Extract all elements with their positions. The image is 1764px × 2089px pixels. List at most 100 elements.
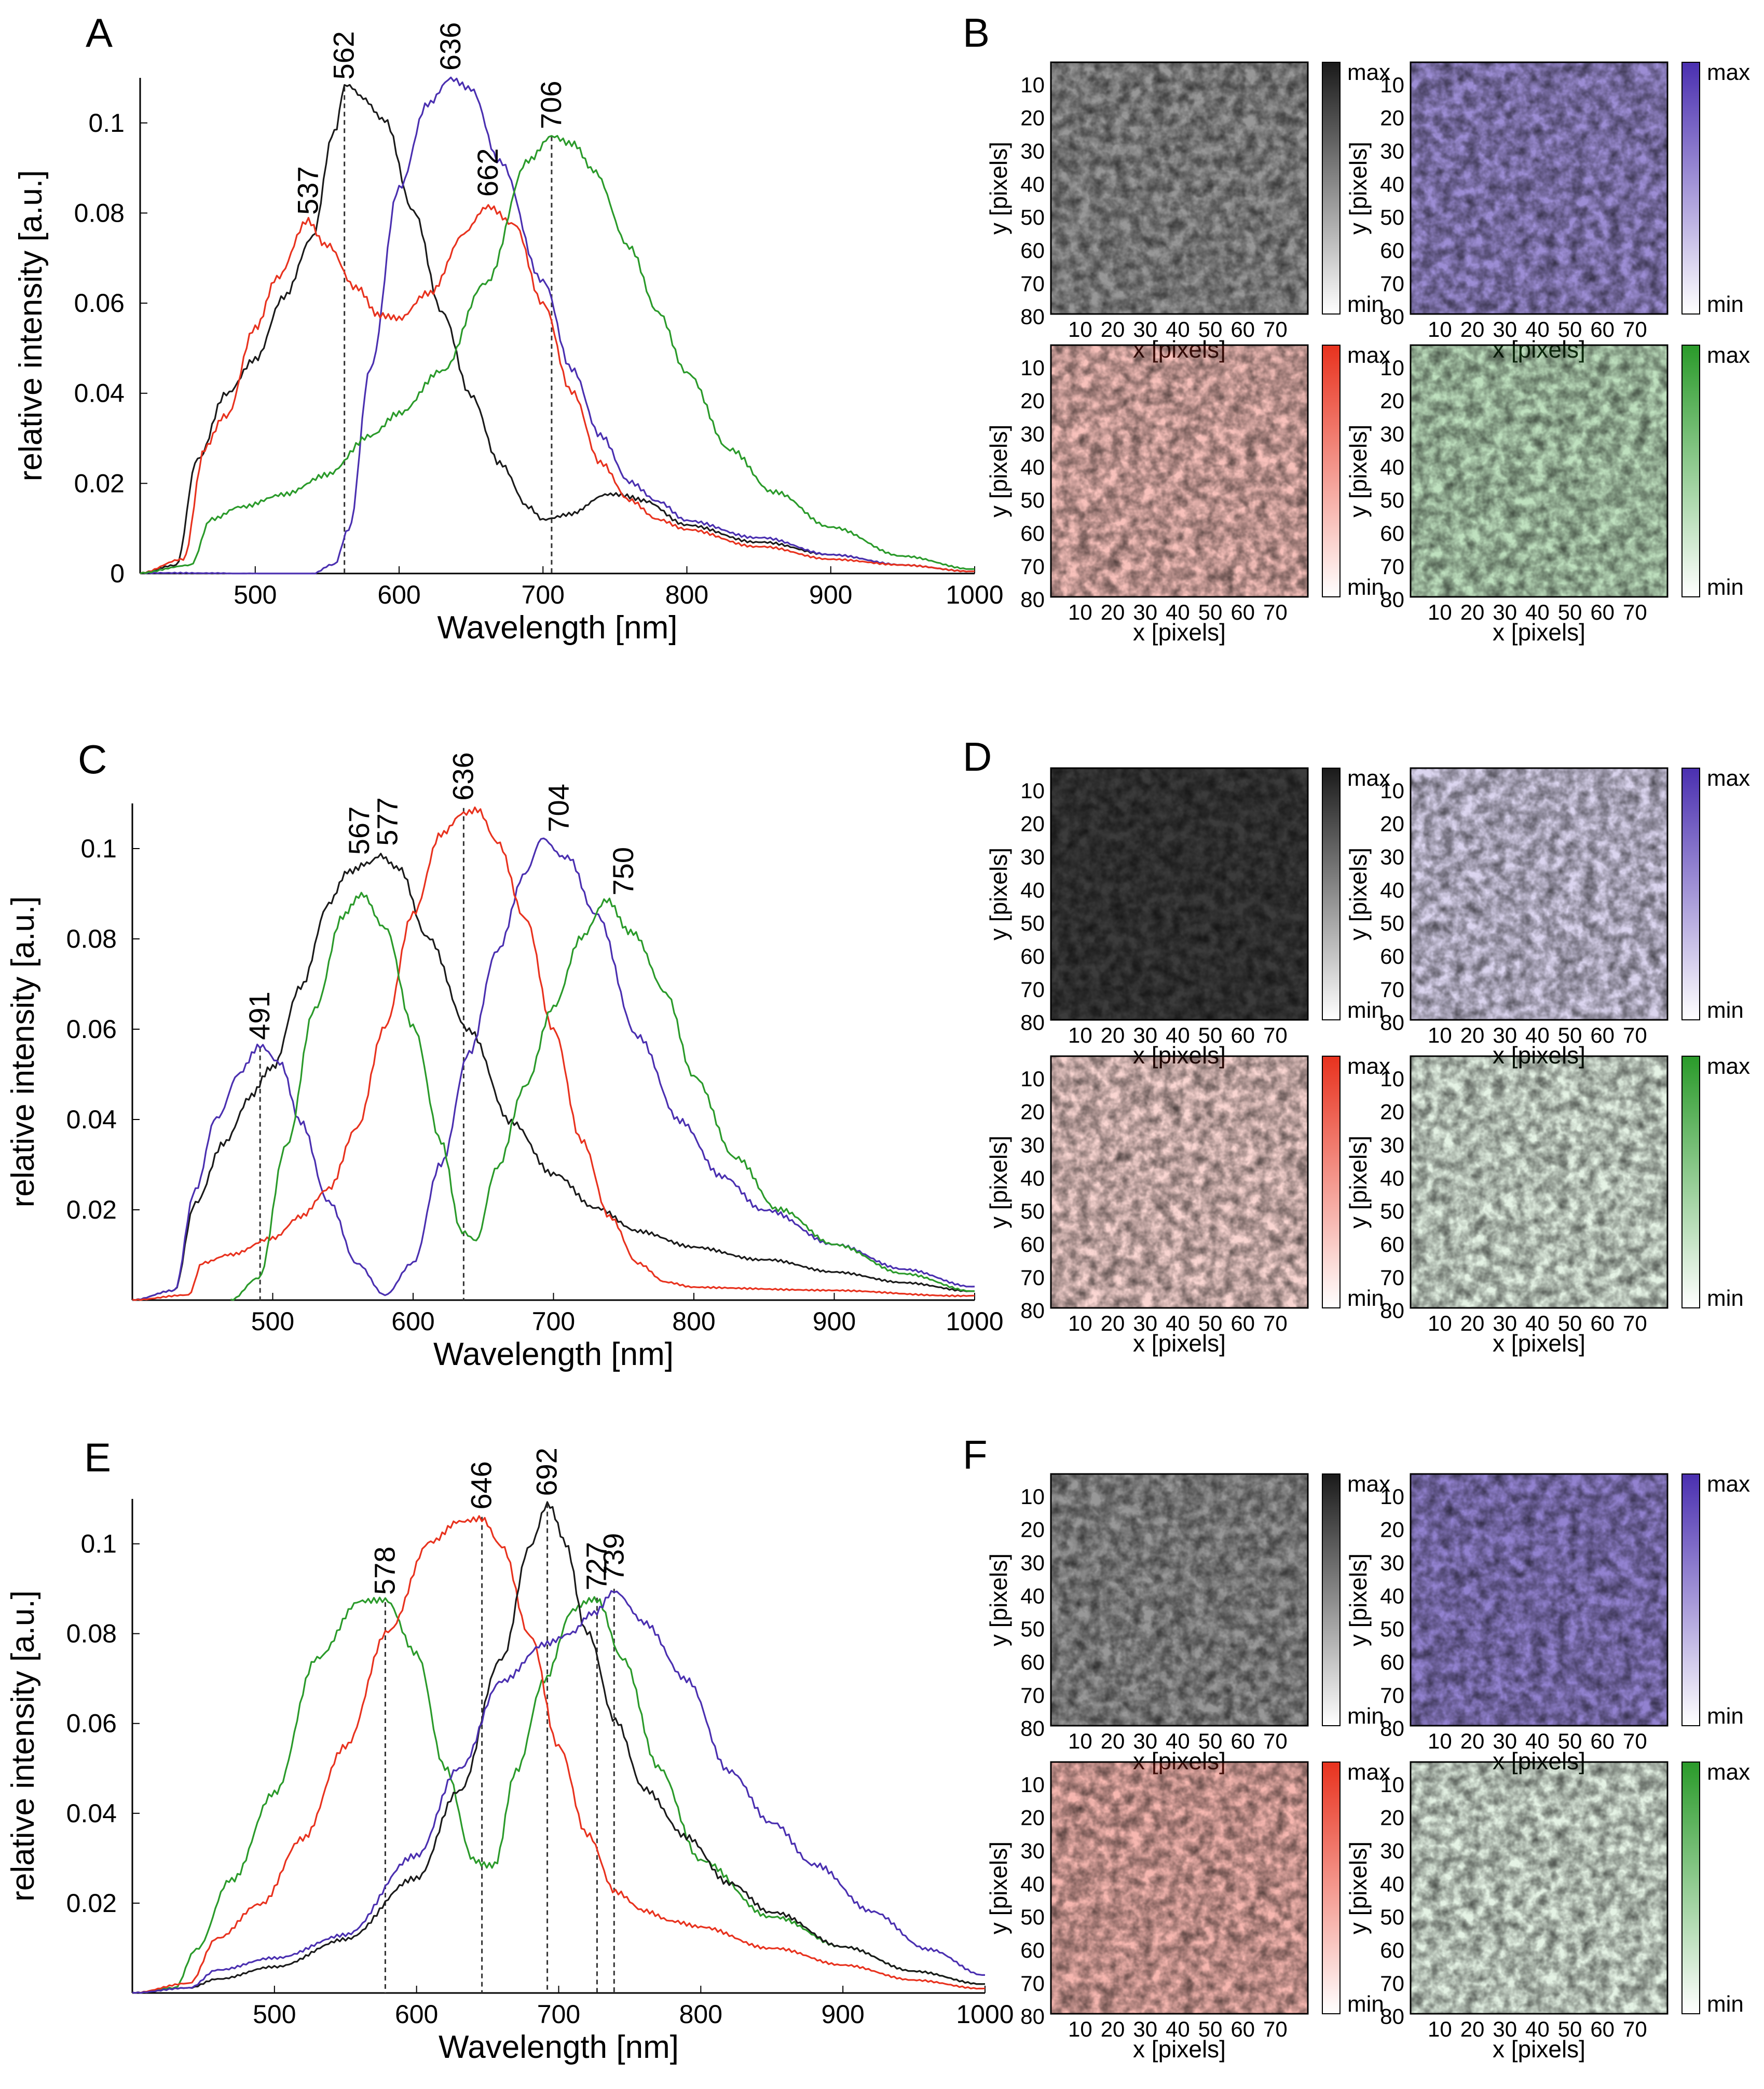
map-y-tick-label: 30 xyxy=(1380,1839,1404,1863)
colorbar-max-label: max xyxy=(1707,343,1750,368)
map-texture-dark xyxy=(1411,1474,1667,1726)
map-y-tick-label: 70 xyxy=(1380,271,1404,296)
map-x-axis-label: x [pixels] xyxy=(1493,619,1585,646)
map-y-tick-label: 10 xyxy=(1380,356,1404,380)
map-x-tick-label: 30 xyxy=(1493,600,1517,624)
map-y-tick-label: 30 xyxy=(1380,1551,1404,1575)
map-y-tick-label: 20 xyxy=(1380,1100,1404,1124)
x-tick-label: 500 xyxy=(253,2000,296,2029)
map-texture-dark xyxy=(1051,1474,1308,1726)
peak-label: 567 xyxy=(343,807,375,855)
map-y-tick-label: 20 xyxy=(1380,389,1404,413)
map-x-tick-label: 70 xyxy=(1263,600,1288,624)
map-y-tick-label: 50 xyxy=(1380,1617,1404,1641)
x-tick-label: 700 xyxy=(537,2000,580,2029)
map-y-tick-label: 40 xyxy=(1380,172,1404,196)
peak-label: 636 xyxy=(434,22,467,71)
peak-label: 704 xyxy=(542,784,575,832)
colorbar-min-label: min xyxy=(1347,575,1384,600)
peak-label: 578 xyxy=(368,1547,401,1595)
map-y-tick-label: 20 xyxy=(1020,1806,1045,1830)
map-y-axis-label: y [pixels] xyxy=(1345,1136,1372,1228)
map-x-tick-label: 60 xyxy=(1230,1311,1255,1335)
peak-label: 692 xyxy=(530,1448,563,1496)
map-y-axis-label: y [pixels] xyxy=(985,848,1012,940)
map-x-tick-label: 60 xyxy=(1230,600,1255,624)
map-y-tick-label: 20 xyxy=(1020,1518,1045,1542)
map-texture-dark xyxy=(1411,62,1667,314)
map-y-tick-label: 40 xyxy=(1020,172,1045,196)
map-y-tick-label: 10 xyxy=(1380,1067,1404,1091)
map-x-tick-label: 70 xyxy=(1623,2017,1647,2041)
map-y-tick-label: 10 xyxy=(1380,1772,1404,1797)
map-x-tick-label: 10 xyxy=(1428,1729,1452,1753)
map-frame xyxy=(1050,1473,1309,1727)
map-y-tick-label: 60 xyxy=(1020,1938,1045,1962)
peak-label: 562 xyxy=(327,31,360,79)
map-y-tick-label: 20 xyxy=(1380,812,1404,836)
map-x-tick-label: 60 xyxy=(1590,1729,1615,1753)
map-x-tick-label: 40 xyxy=(1166,1311,1190,1335)
map-x-tick-label: 40 xyxy=(1525,600,1550,624)
map-y-tick-label: 10 xyxy=(1380,1484,1404,1509)
map-x-tick-label: 60 xyxy=(1230,2017,1255,2041)
map-y-tick-label: 60 xyxy=(1380,238,1404,263)
map-x-tick-label: 40 xyxy=(1166,2017,1190,2041)
map-y-tick-label: 80 xyxy=(1020,1011,1045,1035)
x-tick-label: 1000 xyxy=(946,580,1003,609)
map-y-axis-label: y [pixels] xyxy=(1345,1553,1372,1646)
map-y-tick-label: 70 xyxy=(1020,1683,1045,1708)
map-x-tick-label: 20 xyxy=(1460,600,1485,624)
map-y-tick-label: 30 xyxy=(1020,1133,1045,1157)
x-tick-label: 600 xyxy=(395,2000,438,2029)
colorbar-max-label: max xyxy=(1347,343,1390,368)
colorbar xyxy=(1322,62,1341,315)
y-tick-label: 0.06 xyxy=(66,1015,117,1044)
colorbar-max-label: max xyxy=(1707,1471,1750,1497)
map-x-tick-label: 60 xyxy=(1590,600,1615,624)
series-line-green xyxy=(230,892,975,1301)
colorbar-min-label: min xyxy=(1707,575,1744,600)
map-y-tick-label: 80 xyxy=(1020,1716,1045,1741)
map-y-tick-label: 40 xyxy=(1380,878,1404,902)
intensity-map-d-green: 10 20 30 40 50 60 70 80 10 20 30 40 50 60 70 x [pixels]… xyxy=(1345,1054,1750,1357)
colorbar-max-label: max xyxy=(1347,1471,1390,1497)
intensity-map-f-red: 10 20 30 40 50 60 70 80 10 20 30 40 50 60 70 x [pixels]… xyxy=(985,1759,1390,2063)
y-tick-label: 0.08 xyxy=(66,1619,117,1648)
map-x-tick-label: 70 xyxy=(1263,317,1288,342)
map-y-axis-label: y [pixels] xyxy=(1345,142,1372,235)
map-y-tick-label: 10 xyxy=(1020,73,1045,97)
map-x-tick-label: 40 xyxy=(1525,317,1550,342)
x-tick-label: 800 xyxy=(665,580,708,609)
peak-label: 750 xyxy=(607,847,639,895)
x-tick-label: 800 xyxy=(679,2000,722,2029)
map-y-tick-label: 70 xyxy=(1020,1265,1045,1290)
map-x-tick-label: 40 xyxy=(1166,600,1190,624)
series-line-red xyxy=(132,1515,986,1994)
y-tick-label: 0.08 xyxy=(66,924,117,953)
map-y-tick-label: 80 xyxy=(1020,305,1045,329)
map-x-tick-label: 10 xyxy=(1068,317,1092,342)
y-tick-label: 0.1 xyxy=(80,834,117,863)
map-y-tick-label: 50 xyxy=(1380,1905,1404,1929)
map-y-tick-label: 70 xyxy=(1380,1265,1404,1290)
colorbar-max-label: max xyxy=(1347,1054,1390,1079)
map-x-tick-label: 60 xyxy=(1590,1311,1615,1335)
map-y-tick-label: 60 xyxy=(1380,1938,1404,1962)
map-x-tick-label: 70 xyxy=(1263,2017,1288,2041)
map-y-tick-label: 60 xyxy=(1380,944,1404,968)
map-x-tick-label: 10 xyxy=(1428,600,1452,624)
map-y-tick-label: 20 xyxy=(1020,106,1045,130)
map-texture-dark xyxy=(1051,768,1308,1020)
map-x-tick-label: 20 xyxy=(1101,600,1125,624)
map-x-tick-label: 20 xyxy=(1101,1729,1125,1753)
map-y-tick-label: 70 xyxy=(1020,1971,1045,1996)
map-x-tick-label: 10 xyxy=(1068,1023,1092,1047)
map-y-tick-label: 10 xyxy=(1020,1772,1045,1797)
map-frame xyxy=(1410,344,1669,598)
map-x-tick-label: 30 xyxy=(1493,2017,1517,2041)
map-y-tick-label: 60 xyxy=(1020,1650,1045,1674)
